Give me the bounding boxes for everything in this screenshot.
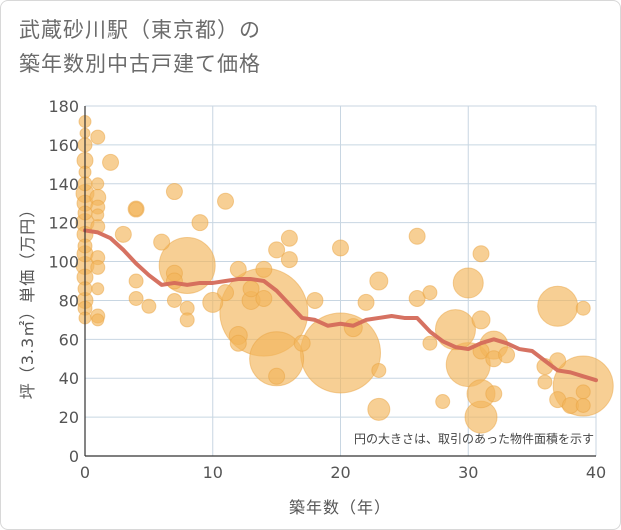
bubble-point <box>114 225 132 243</box>
y-tick-label: 180 <box>48 97 79 116</box>
bubble-point <box>498 346 516 364</box>
bubble-point <box>128 201 144 217</box>
trend-line <box>83 228 598 383</box>
bubble-point <box>179 312 195 328</box>
bubble-point <box>191 214 209 232</box>
bubble-point <box>367 397 391 421</box>
bubble-point <box>575 384 591 400</box>
y-tick-label: 60 <box>59 330 79 349</box>
y-tick-label: 0 <box>69 447 79 466</box>
bubble-point <box>485 385 503 403</box>
bubble-point <box>371 362 387 378</box>
bubble-point <box>408 290 426 307</box>
bubble-point <box>229 260 247 278</box>
bubble-point <box>255 290 273 307</box>
bubble-point <box>91 313 105 327</box>
y-tick-label: 160 <box>48 136 79 155</box>
bubble-point <box>422 335 438 351</box>
bubble-point <box>434 309 476 351</box>
x-tick-label: 0 <box>80 463 90 482</box>
bubble-point <box>91 208 105 222</box>
bubble-point <box>357 293 375 311</box>
bubble-point <box>293 334 311 352</box>
x-tick-labels: 0 10 20 30 40 <box>80 463 606 482</box>
y-tick-labels: 0 20 40 60 80 100 120 140 160 180 <box>48 97 79 466</box>
bubble-point <box>268 241 286 259</box>
bubble-point <box>422 285 438 301</box>
y-tick-label: 120 <box>48 214 79 233</box>
y-tick-label: 40 <box>59 369 79 388</box>
chart-title-line1: 武蔵砂川駅（東京都）の <box>19 18 261 42</box>
x-tick-label: 20 <box>330 463 350 482</box>
chart-title-line2: 築年数別中古戸建て価格 <box>19 52 261 76</box>
bubble-point <box>229 334 247 352</box>
bubble-point <box>575 397 591 413</box>
x-axis-label: 築年数（年） <box>289 498 391 517</box>
bubble-point <box>141 298 157 314</box>
y-tick-label: 100 <box>48 253 79 272</box>
y-tick-label: 20 <box>59 408 79 427</box>
bubble-point <box>90 129 106 145</box>
bubble-point <box>217 284 235 302</box>
bubble-point <box>268 367 286 385</box>
bubble-point <box>280 251 298 269</box>
bubble-point <box>153 233 171 251</box>
bubble-point <box>91 282 105 296</box>
bubble-point <box>255 260 273 278</box>
bubble-point <box>537 285 579 327</box>
bubble-point <box>306 291 324 309</box>
bubble-point <box>471 310 491 330</box>
bubble-point <box>280 229 298 247</box>
bubble-point <box>575 300 591 316</box>
axes <box>84 106 596 457</box>
bubble-point <box>249 331 305 387</box>
bubble-point <box>166 292 182 308</box>
bubble-point <box>90 259 106 275</box>
bubble-point <box>165 183 183 201</box>
bubble-point <box>369 271 389 291</box>
grid-lines <box>84 105 597 457</box>
bubble-size-note: 円の大きさは、取引のあった物件面積を示す <box>354 431 594 446</box>
bubble-point <box>332 239 349 257</box>
bubble-layer <box>75 115 614 434</box>
bubble-point <box>435 394 451 410</box>
bubble-point <box>452 267 484 299</box>
bubble-point <box>202 291 224 313</box>
x-tick-label: 30 <box>458 463 478 482</box>
x-tick-label: 10 <box>203 463 223 482</box>
bubble-point <box>91 177 105 191</box>
y-tick-label: 80 <box>59 291 79 310</box>
x-tick-label: 40 <box>586 463 606 482</box>
bubble-point <box>217 192 235 210</box>
bubble-point <box>128 291 144 306</box>
trend-line-layer <box>83 228 598 383</box>
bubble-point <box>408 227 426 245</box>
chart-title: 武蔵砂川駅（東京都）の 築年数別中古戸建て価格 <box>19 13 261 81</box>
bubble-point <box>472 245 490 263</box>
bubble-point <box>102 153 120 171</box>
bubble-point <box>128 273 144 289</box>
y-axis-label: 坪（3.3㎡）単価（万円） <box>18 201 37 399</box>
y-tick-label: 140 <box>48 175 79 194</box>
bubble-point <box>537 374 553 390</box>
